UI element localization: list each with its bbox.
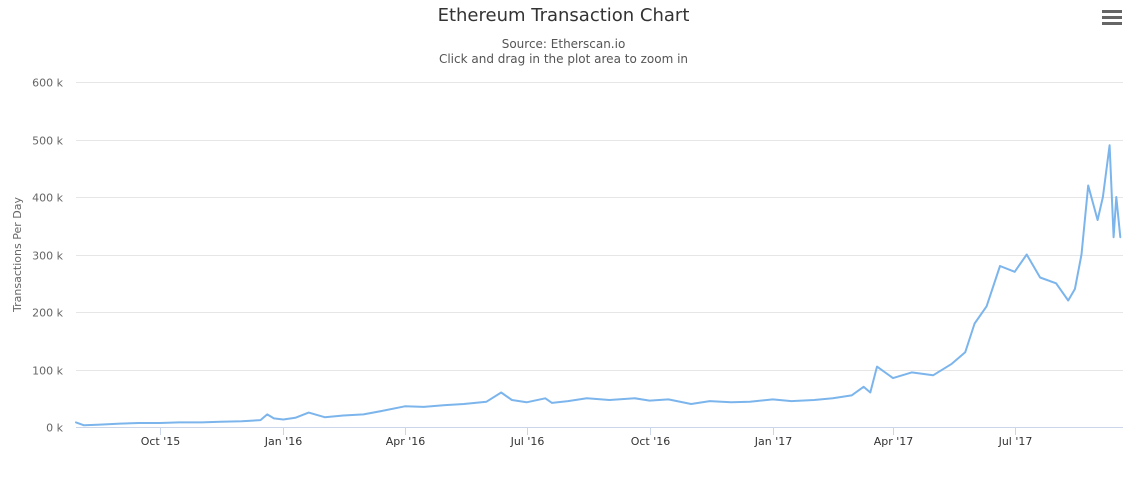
y-tick-label: 600 k bbox=[32, 77, 63, 90]
hamburger-menu-icon bbox=[1102, 10, 1122, 13]
y-tick-label: 400 k bbox=[32, 192, 63, 205]
chart-title: Ethereum Transaction Chart bbox=[437, 5, 690, 26]
x-tick-label: Jul '16 bbox=[510, 435, 545, 448]
y-tick-label: 0 k bbox=[46, 422, 63, 435]
subtitle-source: Source: Etherscan.io bbox=[501, 37, 626, 51]
x-tick-label: Jan '16 bbox=[264, 435, 302, 448]
x-tick-label: Jul '17 bbox=[998, 435, 1033, 448]
x-tick-label: Apr '17 bbox=[874, 435, 914, 448]
y-tick-label: 100 k bbox=[32, 365, 63, 378]
x-tick-label: Oct '15 bbox=[141, 435, 181, 448]
chart-subtitle: Source: Etherscan.io Click and drag in t… bbox=[0, 37, 1127, 67]
series-line bbox=[75, 144, 1122, 427]
x-tick-label: Oct '16 bbox=[631, 435, 671, 448]
y-tick-label: 500 k bbox=[32, 135, 63, 148]
y-tick-label: 300 k bbox=[32, 250, 63, 263]
chart-menu-button[interactable] bbox=[1102, 10, 1122, 28]
x-tick-label: Jan '17 bbox=[754, 435, 792, 448]
x-tick-label: Apr '16 bbox=[386, 435, 426, 448]
y-axis-title: Transactions Per Day bbox=[11, 197, 24, 313]
subtitle-zoom-hint: Click and drag in the plot area to zoom … bbox=[438, 52, 689, 66]
y-tick-label: 200 k bbox=[32, 307, 63, 320]
